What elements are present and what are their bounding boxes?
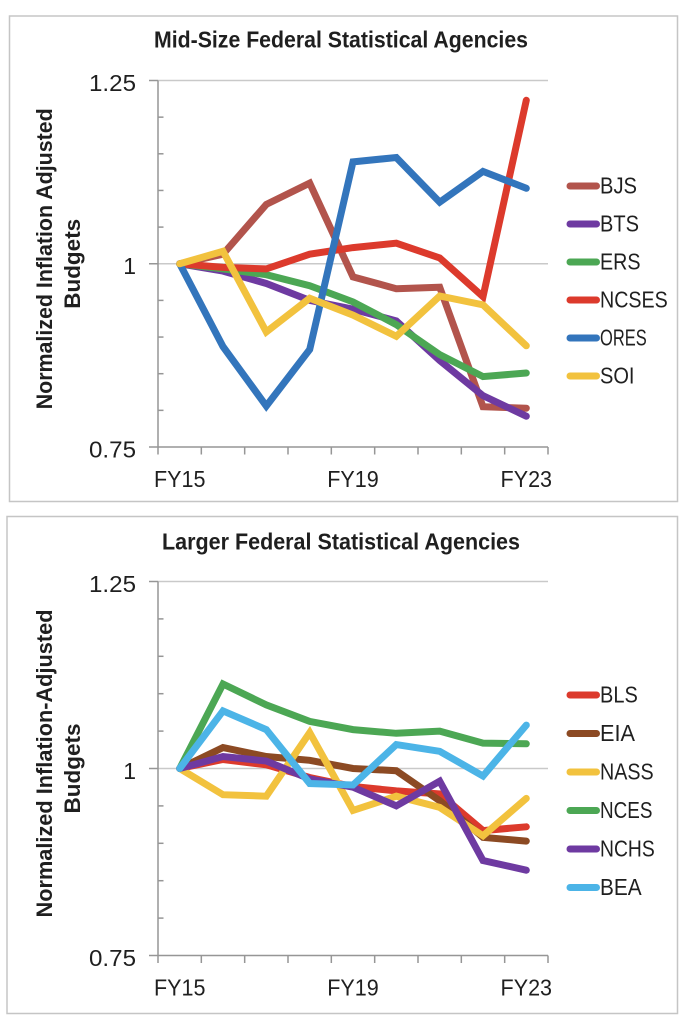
svg-text:FY15: FY15 xyxy=(154,975,206,1001)
svg-text:FY19: FY19 xyxy=(327,466,379,492)
svg-text:FY23: FY23 xyxy=(501,975,553,1001)
svg-text:1.25: 1.25 xyxy=(89,571,136,597)
svg-text:SOI: SOI xyxy=(600,363,635,389)
svg-text:NASS: NASS xyxy=(600,759,654,785)
svg-text:Budgets: Budgets xyxy=(60,219,85,309)
svg-text:BTS: BTS xyxy=(600,211,639,237)
svg-text:Budgets: Budgets xyxy=(60,724,85,814)
svg-text:EIA: EIA xyxy=(600,720,636,746)
svg-text:1: 1 xyxy=(123,253,136,279)
svg-text:1: 1 xyxy=(123,758,136,784)
svg-text:Mid-Size Federal Statistical A: Mid-Size Federal Statistical Agencies xyxy=(154,27,528,53)
svg-text:FY23: FY23 xyxy=(501,466,553,492)
svg-text:NCES: NCES xyxy=(600,797,652,823)
svg-text:Larger Federal Statistical Age: Larger Federal Statistical Agencies xyxy=(162,529,520,555)
svg-text:FY19: FY19 xyxy=(327,975,379,1001)
svg-text:NCHS: NCHS xyxy=(600,836,655,862)
svg-text:0.75: 0.75 xyxy=(89,437,136,463)
svg-text:ORES: ORES xyxy=(600,325,647,351)
svg-text:BJS: BJS xyxy=(600,173,637,199)
svg-text:Normalized Inflation-Adjusted: Normalized Inflation-Adjusted xyxy=(32,610,57,918)
svg-text:NCSES: NCSES xyxy=(600,287,668,313)
svg-text:BLS: BLS xyxy=(600,682,638,708)
svg-text:FY15: FY15 xyxy=(154,466,206,492)
svg-text:1.25: 1.25 xyxy=(89,70,136,96)
svg-text:0.75: 0.75 xyxy=(89,945,136,971)
svg-text:ERS: ERS xyxy=(600,249,641,275)
svg-text:Normalized Inflation Adjusted: Normalized Inflation Adjusted xyxy=(32,108,57,409)
svg-text:BEA: BEA xyxy=(600,874,642,900)
